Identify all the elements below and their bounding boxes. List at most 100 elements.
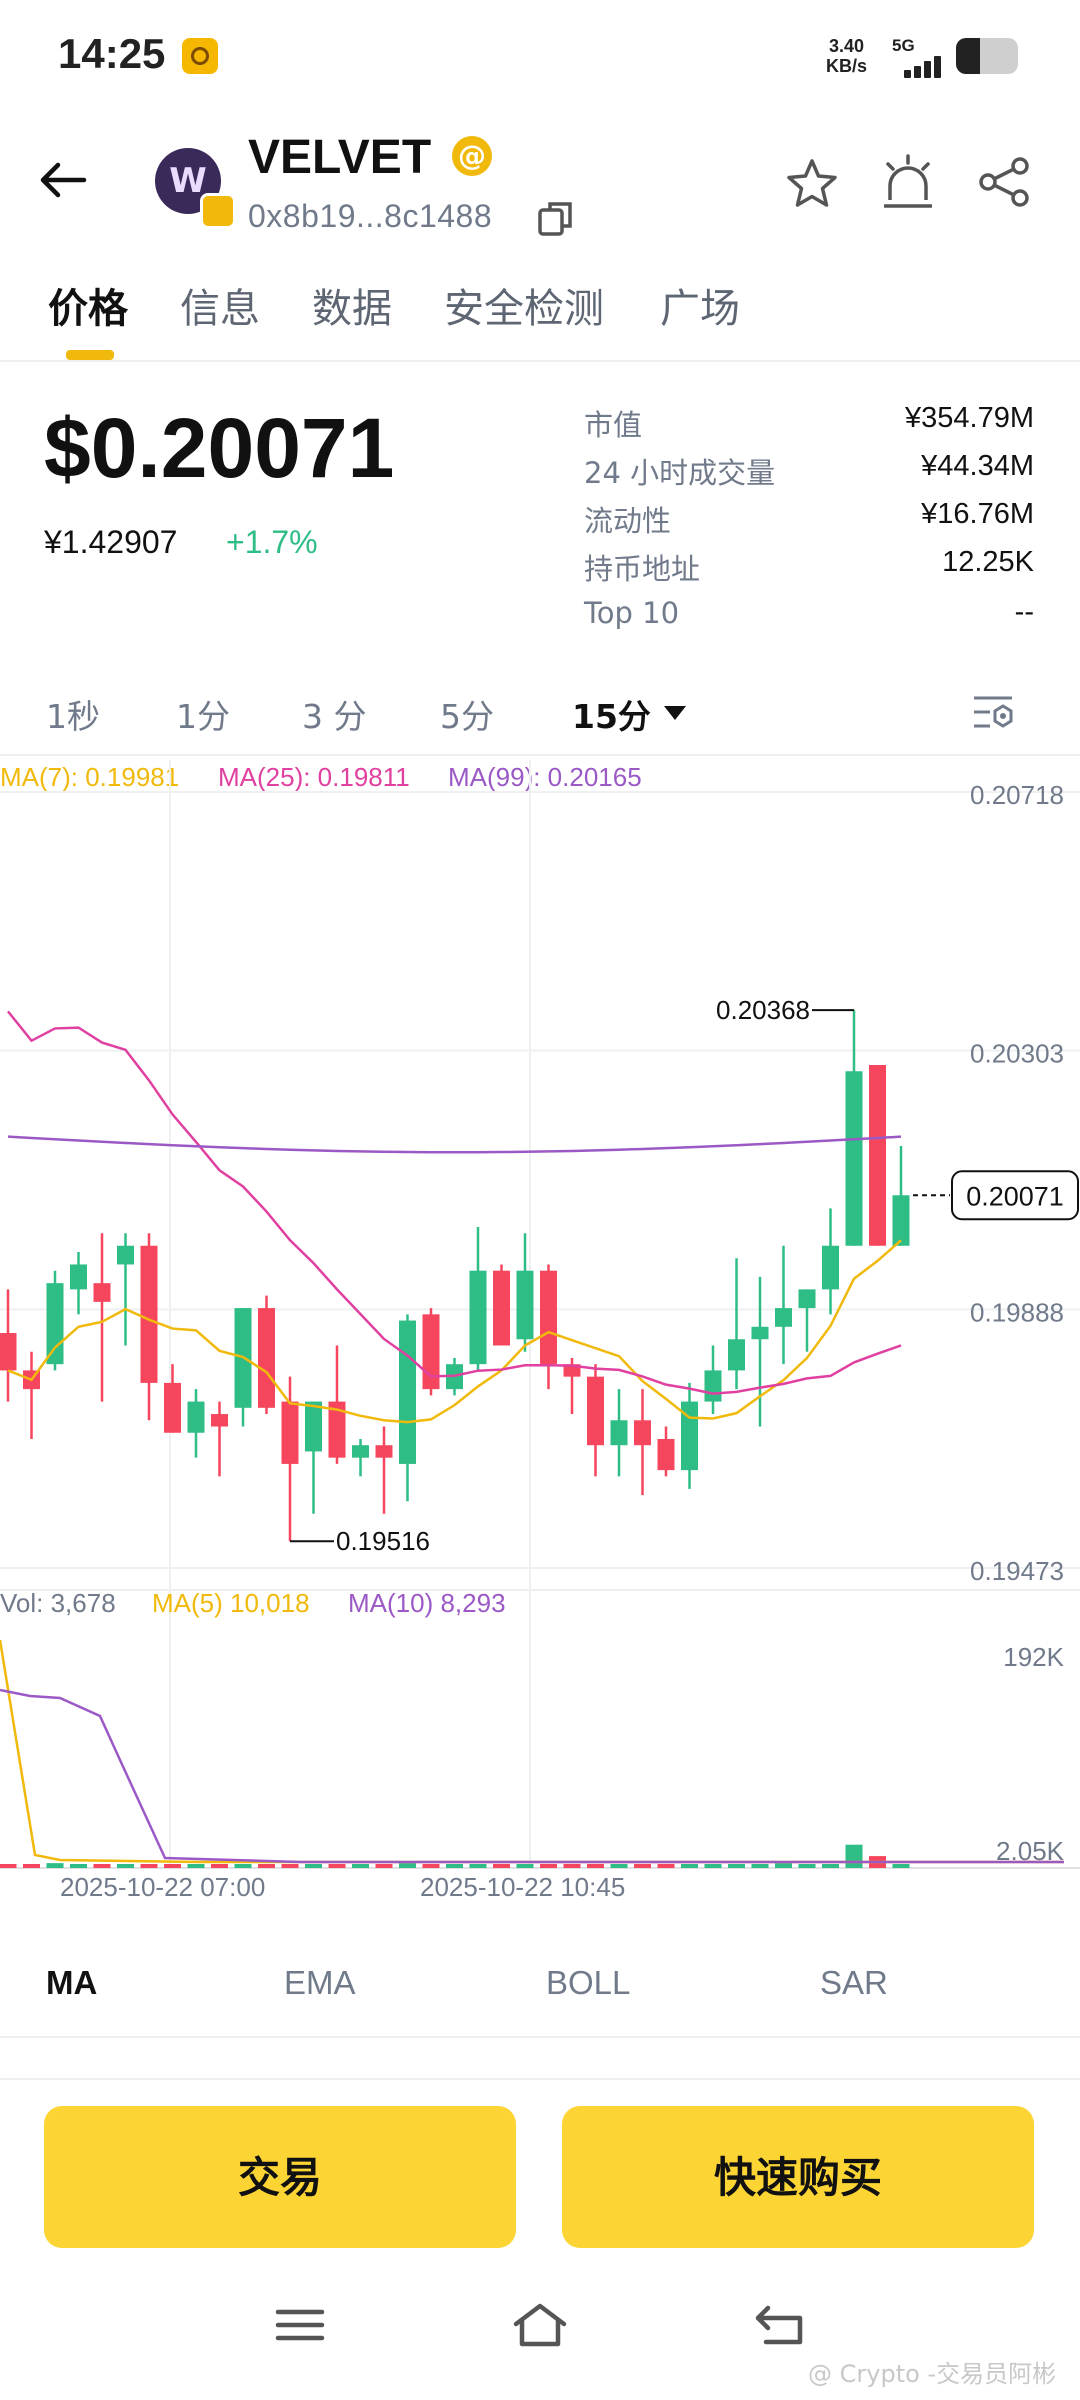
- candle: [0, 1333, 17, 1371]
- candle: [46, 1283, 64, 1365]
- interval-1m[interactable]: 1分: [176, 697, 230, 736]
- tab-square[interactable]: 广场: [660, 286, 740, 332]
- volume-bar: [845, 1844, 863, 1868]
- volume-bar: [0, 1864, 17, 1868]
- volume-bar: [728, 1864, 745, 1868]
- volume-bar: [187, 1864, 205, 1868]
- stat-label: 24 小时成交量: [584, 456, 776, 490]
- tab-security-check[interactable]: 安全检测: [444, 286, 604, 332]
- bnb-chain-badge-icon: [200, 193, 236, 229]
- volume-bar: [634, 1864, 651, 1868]
- ma7-legend: MA(7): 0.19981: [0, 762, 180, 792]
- volume-ma5-legend: MA(5) 10,018: [152, 1588, 310, 1618]
- back-arrow-icon[interactable]: [38, 160, 88, 200]
- star-icon[interactable]: [784, 156, 840, 212]
- ma7-line: [7, 1239, 902, 1424]
- stat-label: Top 10: [584, 596, 680, 630]
- interval-3m[interactable]: 3 分: [302, 697, 367, 736]
- y-tick-label: 0.19888: [970, 1297, 1064, 1327]
- tab-indicator: [66, 350, 114, 360]
- candle: [93, 1283, 111, 1302]
- candle: [140, 1245, 158, 1383]
- candle: [822, 1245, 839, 1290]
- price-change: +1.7%: [226, 524, 318, 560]
- x-axis-label: 2025-10-22 07:00: [60, 1872, 265, 1900]
- candle: [211, 1414, 228, 1427]
- volume-bar: [540, 1864, 557, 1868]
- volume-bar: [610, 1864, 628, 1868]
- tab-price[interactable]: 价格: [48, 286, 128, 332]
- y-tick-label: 0.20718: [970, 780, 1064, 810]
- volume-bar: [704, 1864, 722, 1868]
- battery-icon: [956, 38, 1018, 74]
- volume-bar: [822, 1864, 839, 1868]
- stat-label: 持币地址: [584, 552, 701, 586]
- interval-5m[interactable]: 5分: [440, 697, 494, 736]
- candle: [305, 1401, 322, 1452]
- volume-tick-label: 192K: [1003, 1642, 1064, 1672]
- candle: [657, 1438, 675, 1471]
- volume-bar: [892, 1864, 910, 1868]
- price-cny: ¥1.42907: [44, 524, 178, 560]
- volume-bar: [422, 1864, 440, 1868]
- volume-bar: [493, 1864, 510, 1868]
- volume-bar: [563, 1864, 581, 1868]
- current-price-box: [951, 1170, 1079, 1221]
- volume-ma10-line: [0, 1688, 1064, 1864]
- volume-bar: [140, 1864, 158, 1868]
- candle: [258, 1308, 275, 1408]
- network-type: 5G: [892, 36, 915, 55]
- trade-button[interactable]: 交易: [44, 2106, 516, 2248]
- volume-bar: [46, 1863, 64, 1868]
- copy-icon[interactable]: [536, 198, 576, 238]
- volume-bar: [93, 1864, 111, 1868]
- candle: [375, 1445, 393, 1458]
- candle: [399, 1320, 416, 1464]
- app-notification-icon: [182, 38, 218, 74]
- volume-bar: [328, 1864, 346, 1868]
- high-annotation: 0.20368: [716, 995, 810, 1025]
- volume-bar: [23, 1864, 40, 1868]
- candle: [587, 1376, 604, 1446]
- chart-top-divider: [0, 754, 1080, 756]
- volume-bar: [798, 1864, 816, 1868]
- volume-bar: [516, 1864, 534, 1868]
- back-icon[interactable]: [752, 2300, 812, 2350]
- tab-info[interactable]: 信息: [180, 286, 260, 332]
- quick-buy-button[interactable]: 快速购买: [562, 2106, 1034, 2248]
- interval-1s[interactable]: 1秒: [46, 697, 100, 736]
- volume-ma5-line: [0, 1639, 1064, 1864]
- volume-bar: [375, 1864, 393, 1868]
- chart-settings-icon[interactable]: [970, 690, 1016, 736]
- volume-bar: [258, 1864, 275, 1868]
- price-usd: $0.20071: [44, 401, 395, 495]
- indicator-tab-ema[interactable]: EMA: [284, 1964, 356, 2001]
- interval-15m[interactable]: 15分: [572, 697, 651, 736]
- candlestick-chart[interactable]: 0.20718 0.20303 0.19888 0.19473 0.20368 0.195…: [0, 740, 1080, 1900]
- low-annotation: 0.19516: [336, 1526, 430, 1556]
- candle: [117, 1245, 134, 1265]
- volume-bar: [70, 1864, 87, 1868]
- candle: [187, 1401, 205, 1433]
- tab-data[interactable]: 数据: [312, 286, 392, 332]
- stat-value: --: [1014, 596, 1034, 628]
- volume-bar: [657, 1864, 675, 1868]
- volume-bar: [352, 1864, 369, 1868]
- stat-value: ¥16.76M: [921, 498, 1034, 530]
- price-alert-icon[interactable]: [880, 152, 936, 212]
- home-icon[interactable]: [510, 2300, 570, 2350]
- at-mention-icon[interactable]: @: [452, 136, 492, 176]
- menu-icon[interactable]: [270, 2300, 330, 2350]
- ma99-legend: MA(99): 0.20165: [448, 762, 642, 792]
- indicator-tab-boll[interactable]: BOLL: [546, 1964, 631, 2001]
- candle: [775, 1308, 792, 1327]
- candle: [516, 1270, 534, 1340]
- candle: [469, 1270, 487, 1365]
- candle: [892, 1195, 910, 1246]
- signal-icon: [896, 52, 948, 78]
- indicator-tab-sar[interactable]: SAR: [820, 1964, 888, 2001]
- share-icon[interactable]: [976, 154, 1032, 210]
- indicator-tab-ma[interactable]: MA: [46, 1964, 98, 2001]
- interval-dropdown-icon[interactable]: [664, 706, 686, 720]
- volume-bar: [751, 1864, 769, 1868]
